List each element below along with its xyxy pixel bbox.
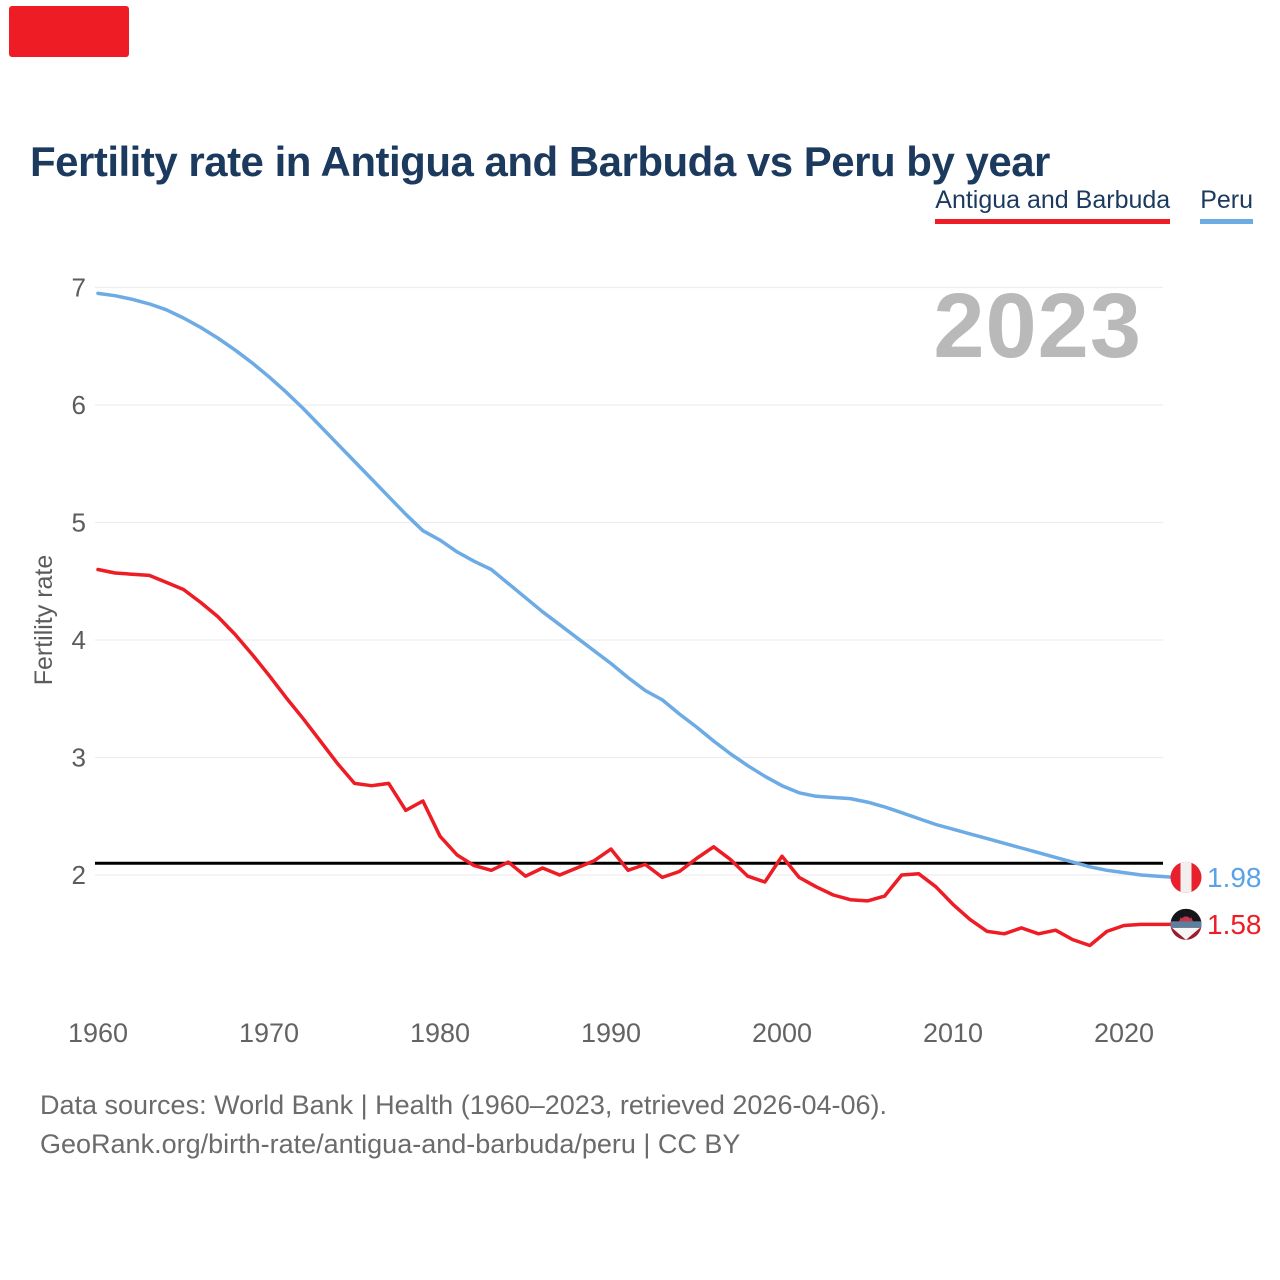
- x-tick-label: 1970: [239, 1018, 299, 1048]
- legend-item-antigua-and-barbuda[interactable]: Antigua and Barbuda: [935, 186, 1171, 224]
- y-tick-label: 7: [72, 273, 86, 303]
- brand-red-bar: [9, 6, 129, 57]
- y-axis-title: Fertility rate: [30, 555, 58, 686]
- legend-item-peru[interactable]: Peru: [1200, 186, 1253, 224]
- x-tick-label: 1990: [581, 1018, 641, 1048]
- footer: Data sources: World Bank | Health (1960–…: [40, 1086, 887, 1164]
- peru-flag-icon: [1170, 861, 1202, 893]
- y-tick-label: 2: [72, 860, 86, 890]
- watermark-year: 2023: [933, 275, 1142, 377]
- attribution-text: GeoRank.org/birth-rate/antigua-and-barbu…: [40, 1129, 741, 1159]
- x-tick-label: 2000: [752, 1018, 812, 1048]
- x-tick-label: 1960: [68, 1018, 128, 1048]
- x-tick-label: 2010: [923, 1018, 983, 1048]
- antigua-and-barbuda-line: [96, 567, 1178, 948]
- antigua-and-barbuda-end-value: 1.58: [1207, 909, 1262, 940]
- y-tick-label: 4: [72, 625, 86, 655]
- peru-line: [96, 291, 1178, 880]
- x-tick-label: 1980: [410, 1018, 470, 1048]
- antigua-and-barbuda-flag-icon: [1170, 908, 1202, 940]
- page-title: Fertility rate in Antigua and Barbuda vs…: [30, 138, 1050, 186]
- peru-end-value: 1.98: [1207, 862, 1262, 893]
- legend: Antigua and Barbuda Peru: [935, 186, 1253, 224]
- x-tick-label: 2020: [1094, 1018, 1154, 1048]
- y-tick-label: 5: [72, 508, 86, 538]
- y-tick-label: 6: [72, 390, 86, 420]
- y-tick-label: 3: [72, 743, 86, 773]
- data-sources-text: Data sources: World Bank | Health (1960–…: [40, 1090, 887, 1120]
